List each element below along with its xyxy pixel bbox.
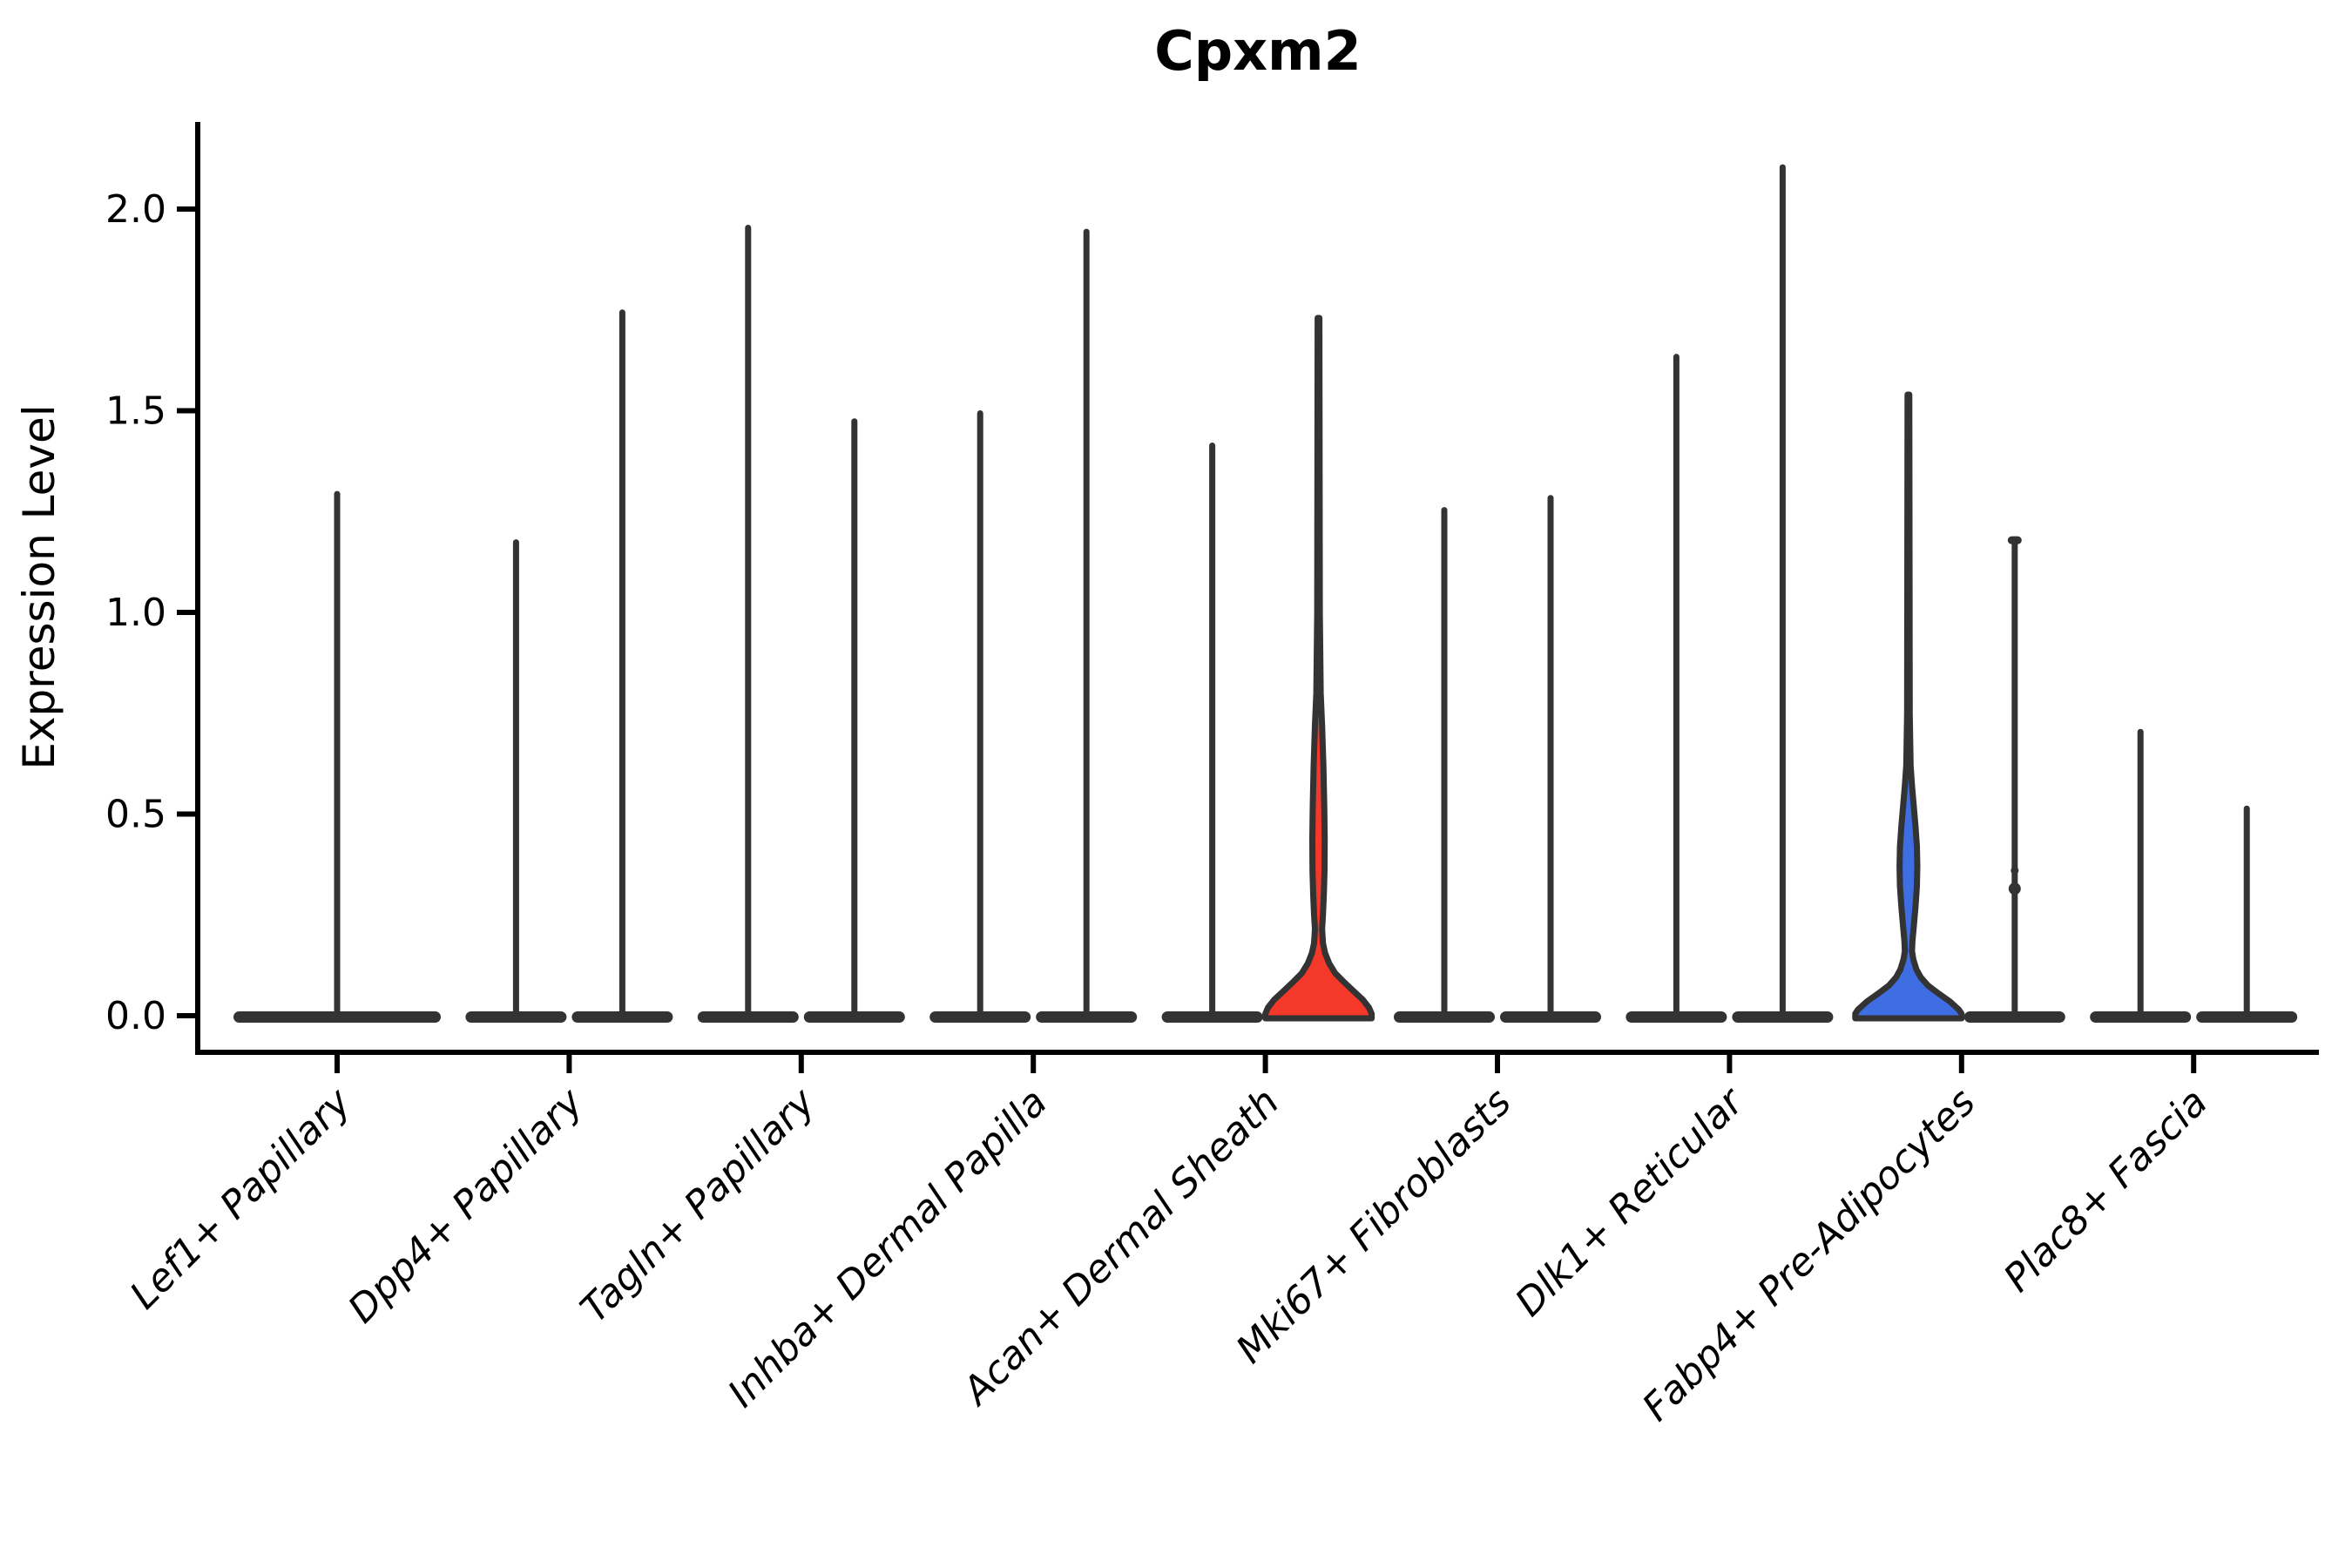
y-tick-label: 2.0 (105, 187, 166, 232)
violin-fabp4-pre-adipocytes-right-outlier-dot (2011, 866, 2019, 875)
violin-fabp4-pre-adipocytes-left (1852, 391, 1965, 1022)
violin-fabp4-pre-adipocytes-right-outlier-dot (2008, 882, 2021, 896)
x-tick-label-tagln-papillary: Tagln+ Papillary (572, 1079, 824, 1331)
y-tick-label: 1.0 (105, 591, 166, 635)
y-axis-label: Expression Level (14, 404, 64, 769)
x-tick-label-lef1-papillary: Lef1+ Papillary (122, 1079, 361, 1318)
violin-acan-dermal-sheath-right (1262, 314, 1375, 1022)
y-tick-label: 1.5 (105, 389, 166, 434)
x-tick-label-dlk1-reticular: Dlk1+ Reticular (1507, 1078, 1754, 1325)
y-tick-label: 0.5 (105, 793, 166, 837)
y-tick-label: 0.0 (105, 994, 166, 1038)
violin-fabp4-pre-adipocytes-right-top-cap (2007, 536, 2022, 544)
x-tick-label-plac8-fascia: Plac8+ Fascia (1996, 1080, 2216, 1301)
x-tick-label-dpp4-papillary: Dpp4+ Papillary (340, 1079, 592, 1332)
chart-title: Cpxm2 (1154, 19, 1362, 83)
